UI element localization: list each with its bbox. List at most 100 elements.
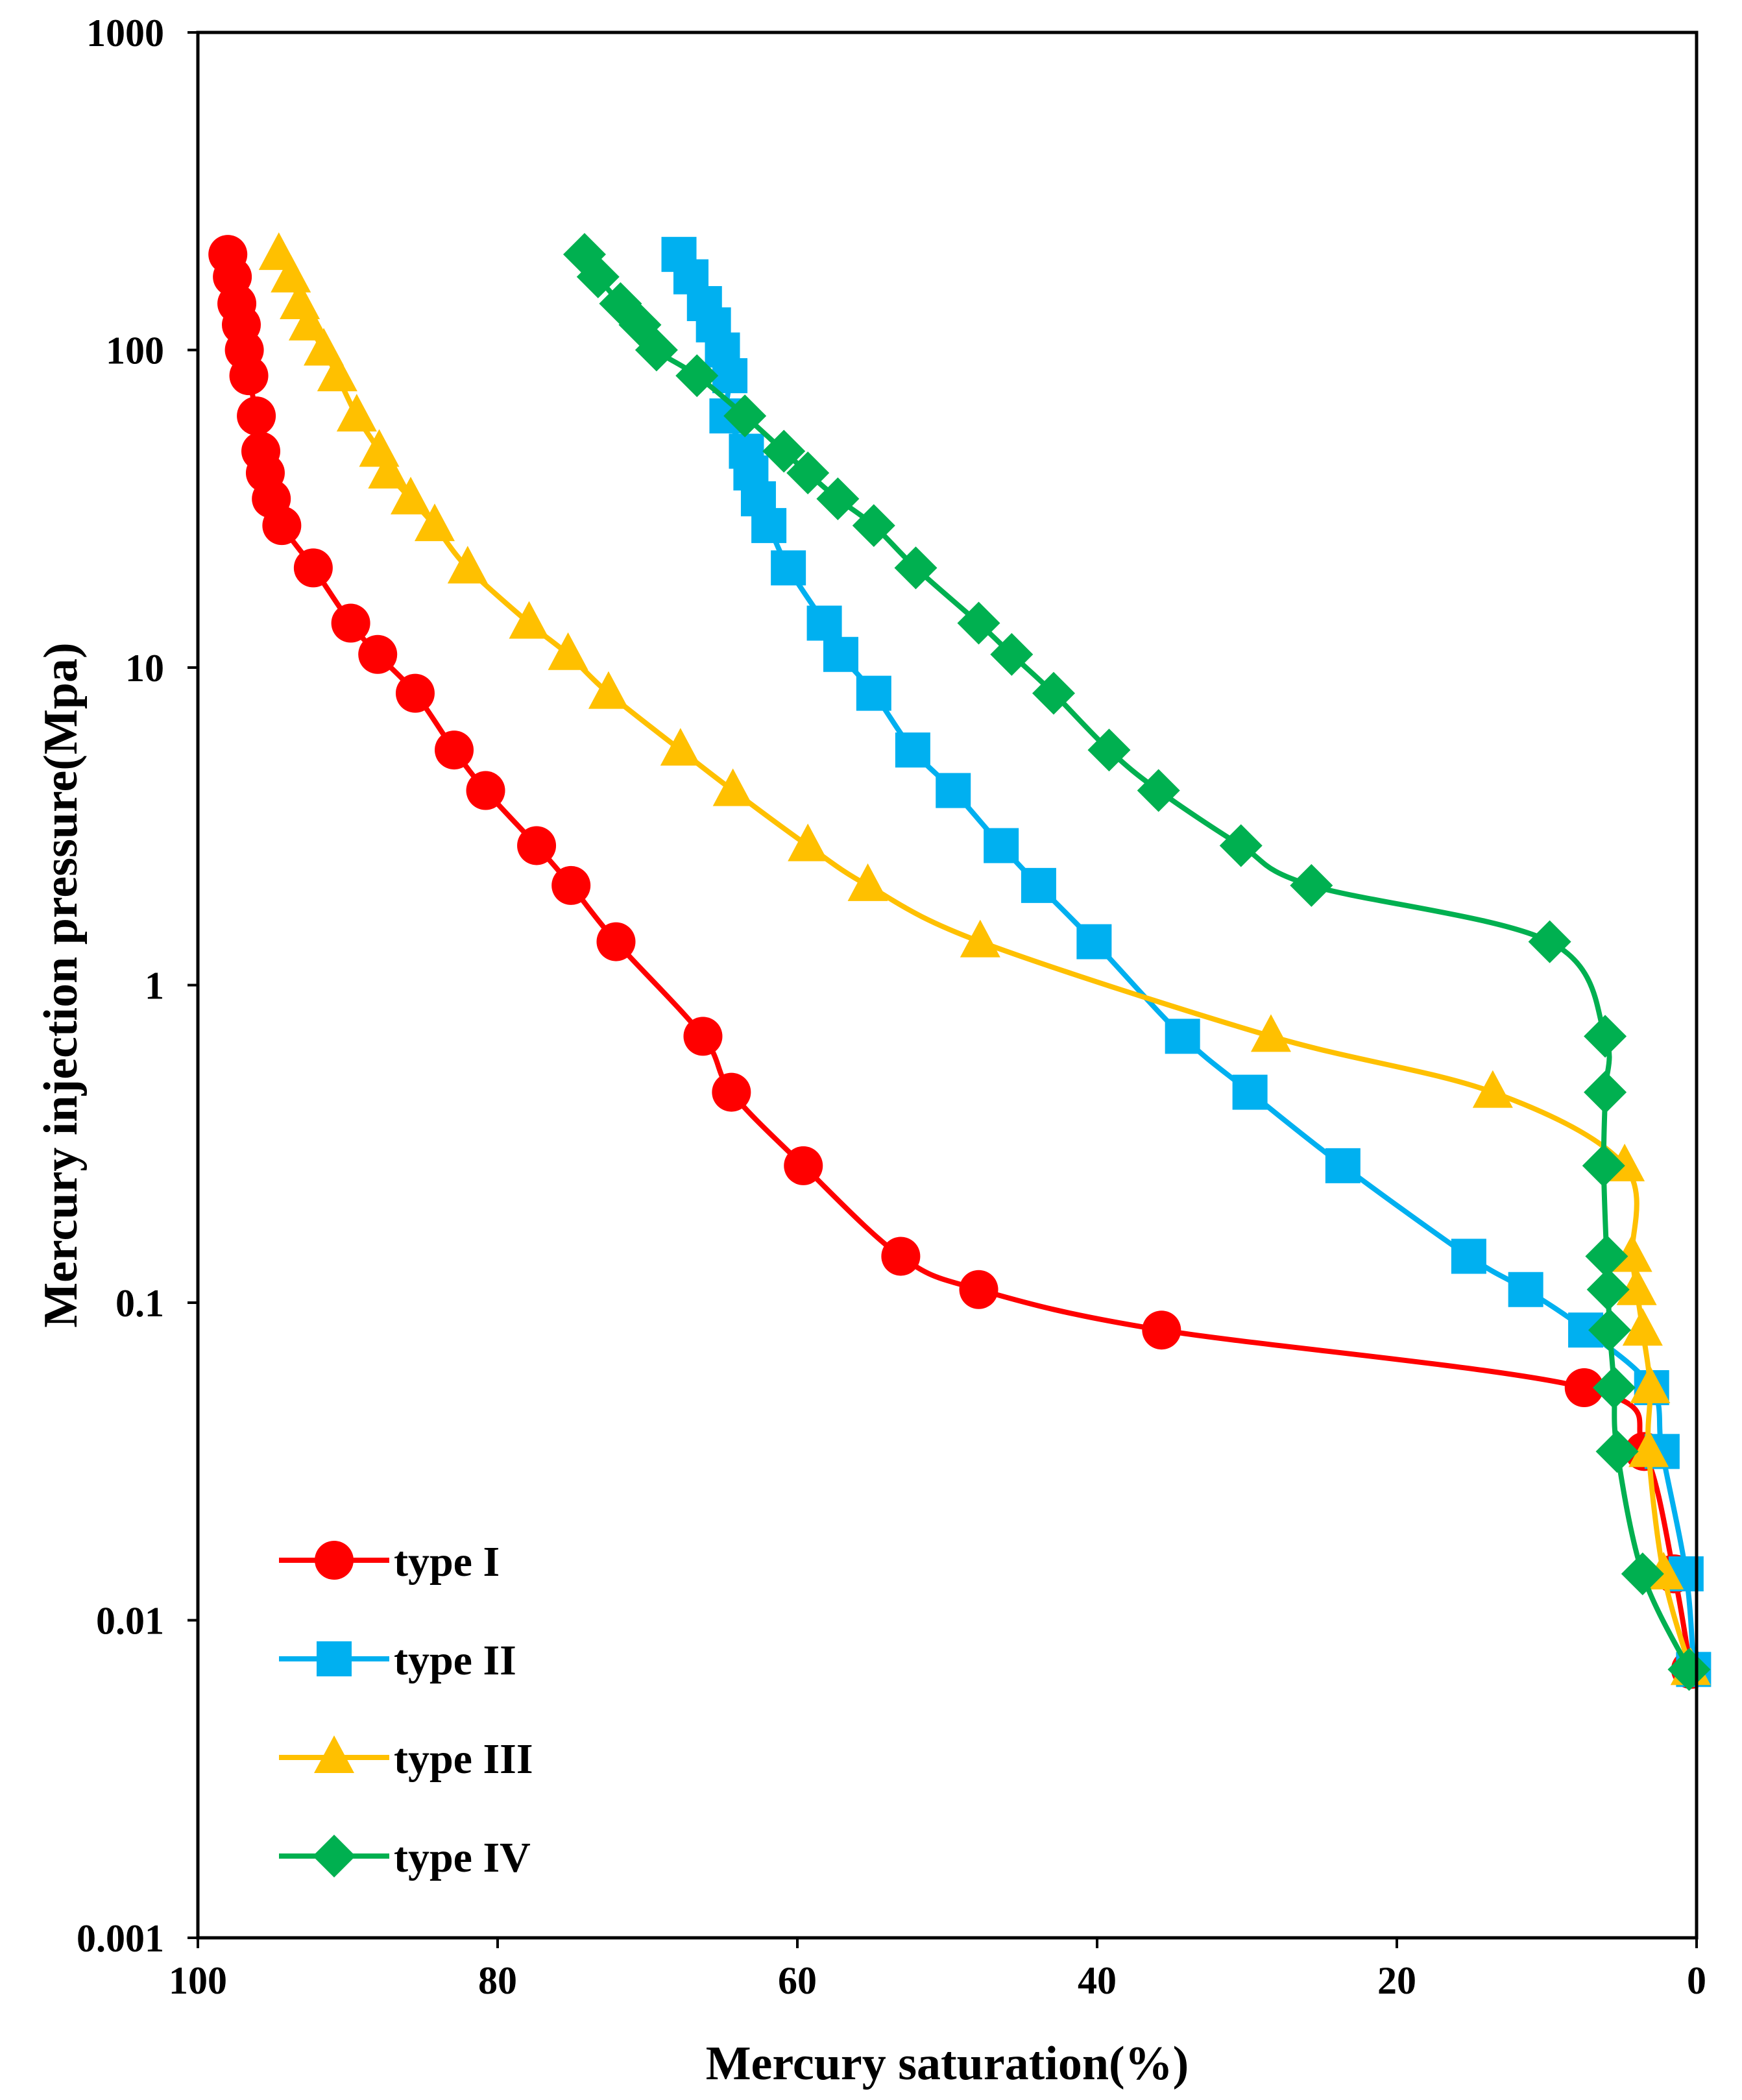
- y-tick-label: 0.01: [96, 1600, 164, 1643]
- series-4: [563, 233, 1711, 1691]
- y-axis-title: Mercury injection pressure(Mpa): [34, 642, 88, 1327]
- x-tick-label: 40: [1078, 1959, 1117, 2002]
- legend-item: type IV: [279, 1834, 531, 1881]
- data-point: [788, 823, 829, 862]
- data-point: [1586, 1268, 1630, 1311]
- data-point: [1137, 769, 1180, 812]
- data-point: [1076, 924, 1112, 959]
- data-point: [784, 1146, 823, 1185]
- legend-label: type I: [394, 1538, 500, 1586]
- data-point: [1087, 729, 1131, 772]
- data-point: [1528, 920, 1571, 963]
- data-point: [1142, 1310, 1181, 1350]
- series-layer: [208, 232, 1712, 1691]
- data-point: [881, 1237, 921, 1276]
- data-point: [894, 546, 938, 590]
- data-point: [1325, 1148, 1361, 1183]
- data-point: [895, 732, 930, 768]
- y-tick-label: 0.1: [115, 1282, 164, 1325]
- data-point: [466, 771, 505, 810]
- legend-swatch-marker: [315, 1541, 354, 1580]
- legend-item: type I: [279, 1538, 500, 1586]
- data-point: [823, 636, 858, 672]
- y-tick-label: 10: [125, 647, 164, 690]
- data-point: [771, 550, 806, 586]
- data-point: [509, 601, 550, 639]
- series-3: [258, 232, 1711, 1685]
- x-tick-label: 0: [1687, 1959, 1706, 2002]
- data-point: [317, 354, 357, 392]
- data-point: [1290, 863, 1333, 907]
- data-point: [786, 452, 830, 495]
- data-point: [957, 601, 1000, 645]
- legend-label: type II: [394, 1637, 516, 1684]
- data-point: [293, 548, 333, 588]
- data-point: [331, 603, 370, 643]
- data-point: [435, 730, 474, 770]
- data-point: [635, 328, 678, 372]
- legend-swatch-marker: [317, 1641, 352, 1676]
- x-tick-label: 20: [1377, 1959, 1416, 2002]
- data-point: [723, 394, 767, 438]
- data-point: [712, 1072, 751, 1112]
- data-point: [368, 451, 409, 489]
- legend-item: type II: [279, 1637, 516, 1684]
- data-point: [762, 429, 806, 473]
- data-point: [847, 863, 888, 901]
- data-point: [1032, 671, 1076, 715]
- data-point: [1622, 1308, 1663, 1346]
- data-point: [984, 828, 1019, 863]
- data-point: [712, 768, 753, 806]
- data-point: [358, 634, 398, 674]
- data-point: [548, 632, 588, 670]
- x-tick-label: 60: [778, 1959, 817, 2002]
- data-point: [1616, 1267, 1657, 1305]
- data-point: [551, 865, 591, 905]
- y-tick-label: 100: [106, 330, 164, 372]
- data-point: [1621, 1552, 1664, 1595]
- data-point: [856, 675, 891, 711]
- x-tick-label: 100: [169, 1959, 227, 2002]
- legend-swatch-marker: [313, 1835, 356, 1877]
- data-point: [683, 1017, 723, 1056]
- data-point: [1472, 1070, 1513, 1108]
- data-point: [288, 302, 329, 341]
- data-point: [1564, 1368, 1604, 1407]
- data-point: [596, 922, 636, 961]
- data-point: [959, 1270, 998, 1309]
- data-point: [1232, 1074, 1268, 1110]
- x-axis-title: Mercury saturation(%): [706, 2037, 1189, 2090]
- data-point: [588, 671, 629, 709]
- data-point: [806, 605, 842, 641]
- y-tick-label: 1: [145, 965, 164, 1008]
- data-point: [852, 504, 895, 548]
- data-point: [262, 506, 302, 546]
- legend-swatch-marker: [314, 1735, 354, 1773]
- data-point: [1588, 1309, 1632, 1352]
- data-point: [395, 673, 435, 713]
- data-point: [1584, 1070, 1627, 1114]
- y-tick-label: 0.001: [77, 1917, 164, 1960]
- data-point: [1165, 1019, 1200, 1054]
- data-point: [1592, 1366, 1636, 1409]
- data-point: [576, 255, 620, 298]
- data-point: [1021, 867, 1056, 903]
- data-point: [304, 328, 345, 366]
- legend: type I type II type III type IV: [279, 1538, 533, 1881]
- legend-label: type IV: [394, 1834, 531, 1881]
- data-point: [1451, 1238, 1486, 1274]
- data-point: [1508, 1272, 1543, 1307]
- legend-label: type III: [394, 1735, 533, 1783]
- data-point: [960, 919, 1000, 958]
- data-point: [1582, 1144, 1625, 1187]
- legend-item: type III: [279, 1735, 533, 1783]
- data-point: [1628, 1429, 1669, 1467]
- data-point: [447, 546, 488, 584]
- data-point: [391, 476, 431, 514]
- data-point: [271, 254, 311, 293]
- data-point: [751, 508, 787, 544]
- data-point: [660, 728, 701, 766]
- data-point: [229, 356, 269, 396]
